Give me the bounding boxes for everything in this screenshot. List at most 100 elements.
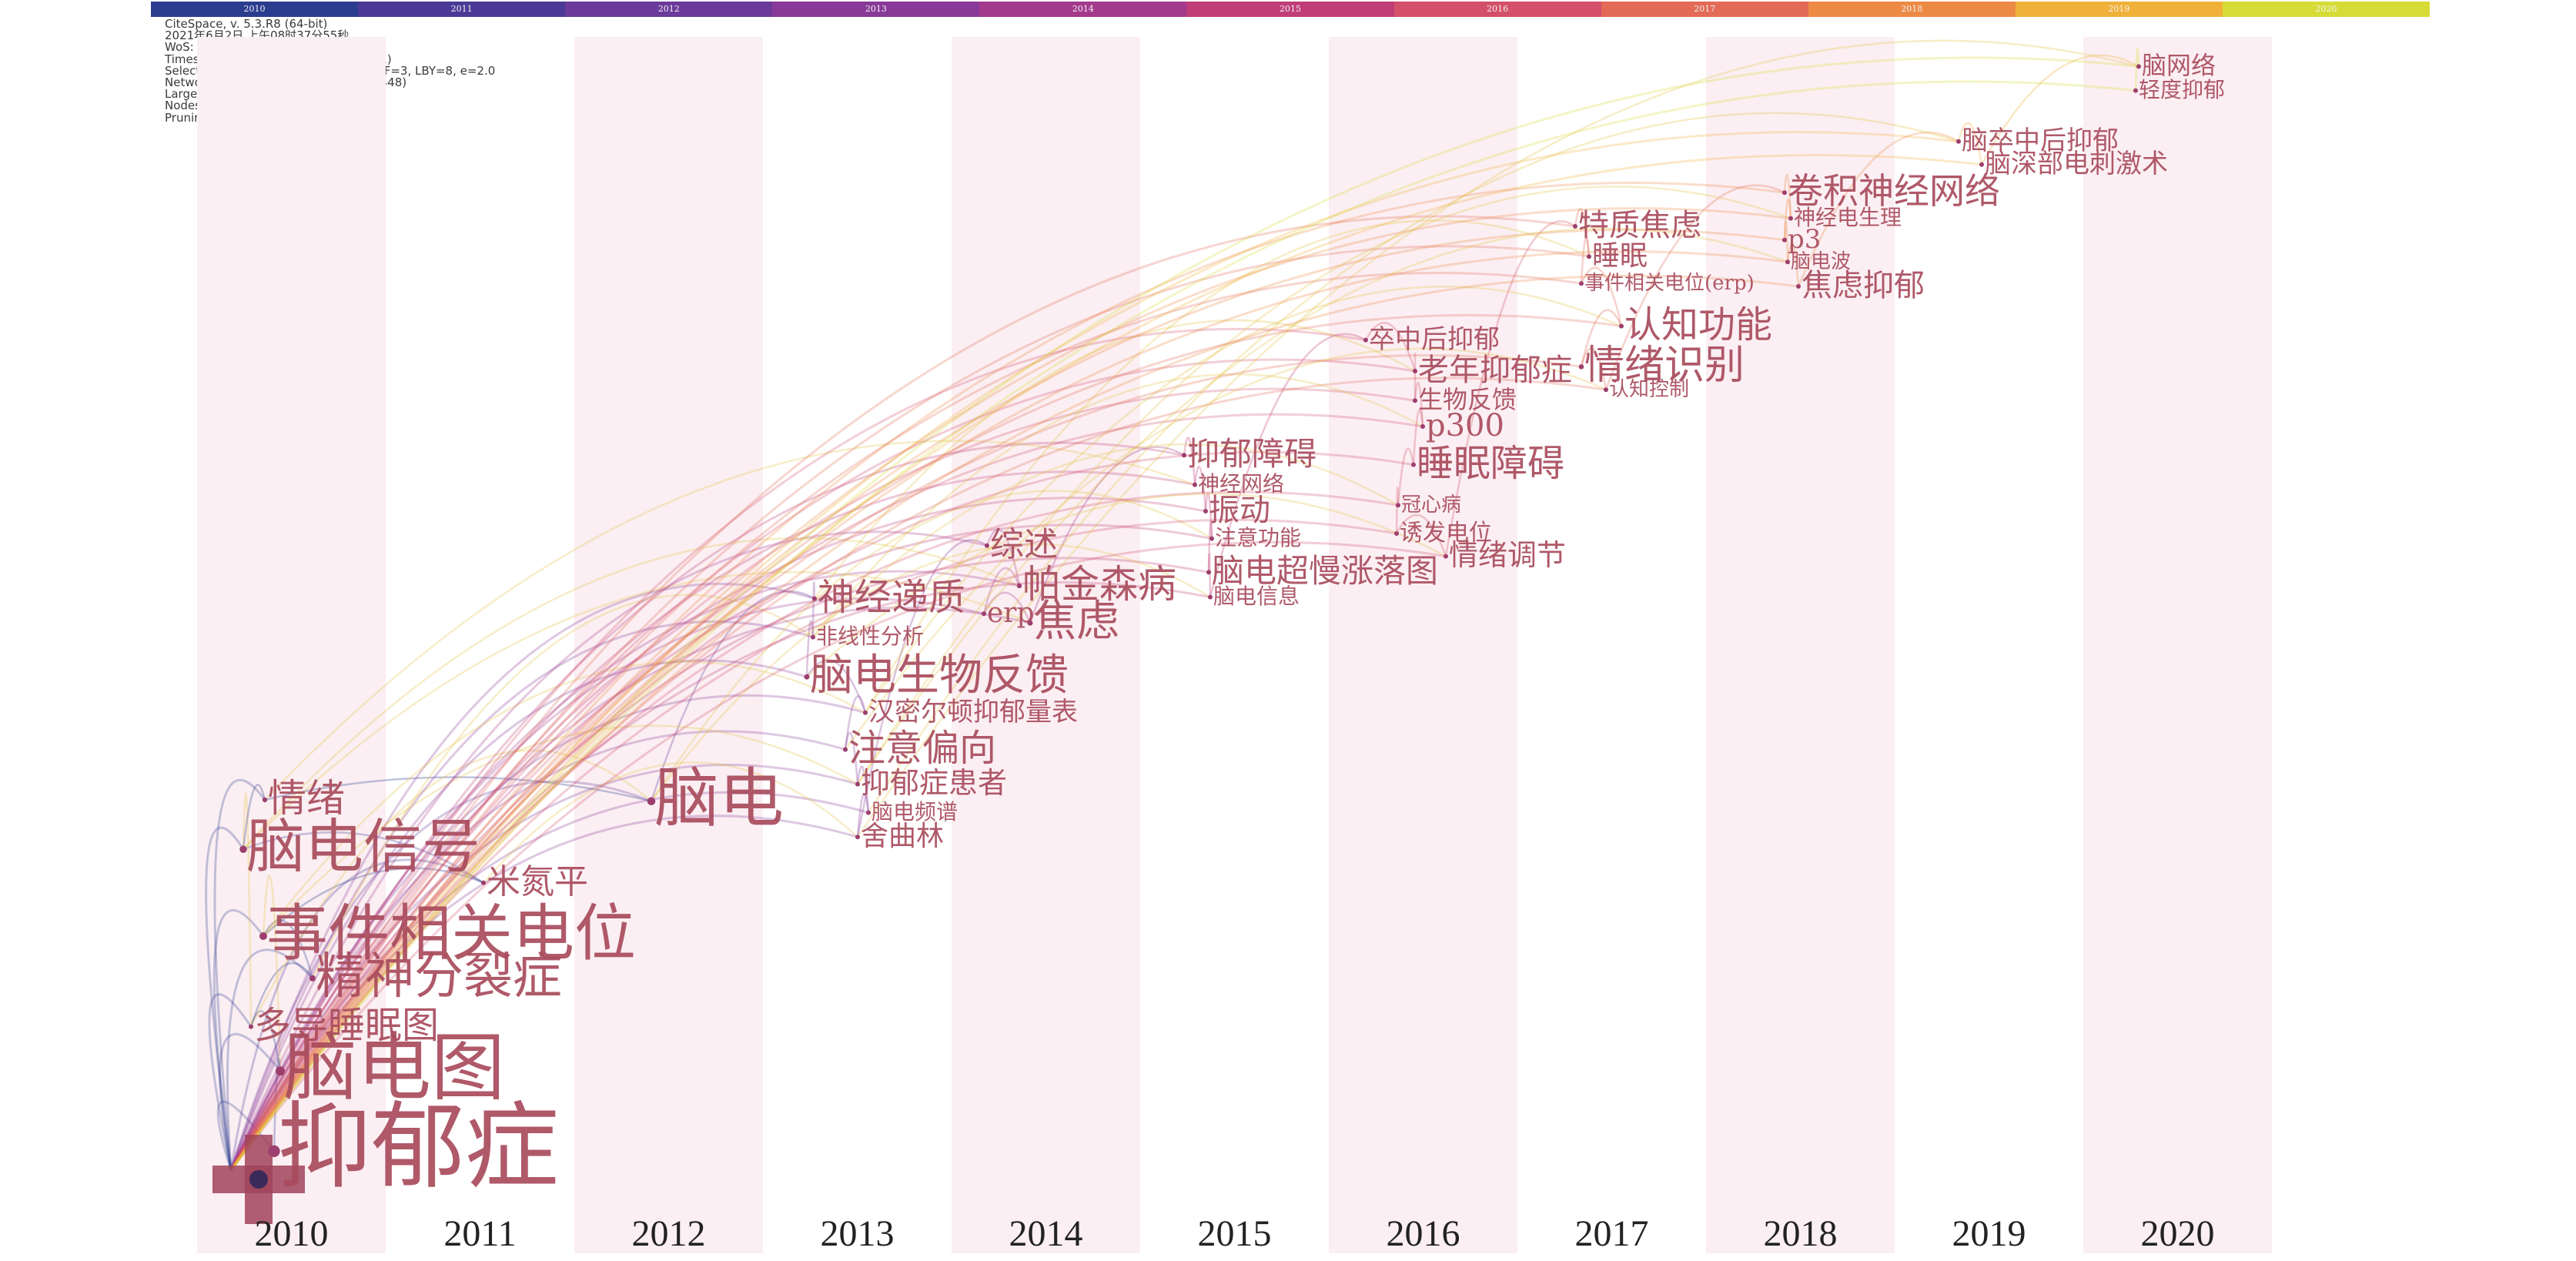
link-line (229, 327, 1367, 1171)
link-line (229, 313, 1622, 1171)
keyword-label: 焦虑 (1033, 597, 1119, 647)
year-band (952, 37, 1140, 1253)
link-line (229, 620, 814, 1171)
link-line (229, 490, 1399, 1171)
link-line (982, 567, 1021, 614)
link-line (249, 749, 652, 1028)
keyword-label: 情绪 (268, 776, 345, 821)
link-line (1412, 409, 1424, 465)
keyword-label: 神经电生理 (1794, 205, 1902, 230)
link-line (1797, 131, 1959, 287)
keyword-label: 事件相关电位 (266, 898, 636, 969)
link-line (856, 793, 870, 838)
link-line (229, 56, 2139, 1171)
link-line (229, 470, 1196, 1171)
keyword-node (249, 1024, 253, 1029)
link-line (243, 571, 1031, 851)
link-line (650, 590, 815, 802)
link-line (229, 207, 1791, 1171)
keyword-node (1573, 224, 1577, 229)
link-line (229, 730, 846, 1171)
keyword-node (1587, 254, 1591, 259)
link-line (856, 186, 1791, 785)
keyword-node (1363, 337, 1368, 343)
link-line (1183, 436, 1196, 485)
link-line (229, 272, 1582, 1171)
link-line (311, 594, 814, 979)
keyword-label: 脑深部电刺激术 (1985, 149, 2168, 179)
keyword-label: 抑郁症患者 (861, 766, 1007, 800)
link-line (208, 993, 253, 1171)
keyword-label: 脑电生物反馈 (810, 651, 1069, 701)
link-line (212, 909, 265, 1171)
keyword-label: 特质焦虑 (1578, 208, 1701, 243)
keyword-node (2136, 64, 2141, 69)
keyword-node (1208, 594, 1213, 600)
link-line (982, 591, 1032, 624)
link-line (229, 182, 1785, 1171)
keyword-node (1203, 509, 1208, 513)
link-line (844, 695, 867, 750)
keyword-label: 注意偏向 (848, 727, 996, 770)
color-bar-segment: 2013 (772, 2, 980, 17)
year-label: 2010 (255, 1213, 329, 1254)
year-label: 2017 (1575, 1213, 1649, 1254)
link-line (650, 543, 1211, 802)
keyword-label: 老年抑郁症 (1418, 353, 1572, 388)
link-line (805, 620, 815, 677)
link-line (229, 215, 1576, 1171)
year-label: 2012 (632, 1213, 706, 1254)
keyword-label: 认知功能 (1624, 303, 1772, 346)
color-bar-segment: 2016 (1393, 2, 1601, 17)
keyword-node (1782, 237, 1787, 242)
link-line (229, 441, 1185, 1171)
link-line (264, 440, 1196, 801)
keyword-label: p3 (1788, 224, 1821, 255)
link-line (856, 765, 870, 813)
keyword-label: 抑郁症 (277, 1092, 559, 1202)
keyword-label: 情绪调节 (1449, 538, 1566, 572)
color-bar-segment: 2018 (1808, 2, 2016, 17)
keyword-nodes (212, 64, 2141, 1224)
link-line (263, 661, 866, 937)
keyword-label: 卒中后抑郁 (1369, 324, 1500, 355)
link-line (229, 80, 2136, 1171)
info-line: CiteSpace, v. 5.3.R8 (64-bit) (165, 17, 328, 31)
link-line (2134, 47, 2140, 91)
keyword-label: 脑电信号 (246, 812, 480, 881)
keyword-label: 精神分裂症 (316, 948, 562, 1005)
keyword-node (855, 835, 860, 840)
link-line (1413, 381, 1424, 427)
link-line (1580, 309, 1623, 367)
keyword-node (1444, 554, 1448, 559)
year-label: 2011 (443, 1213, 516, 1254)
link-line (1207, 553, 1212, 597)
color-bar-segment: 2014 (979, 2, 1187, 17)
link-line (1444, 220, 1576, 557)
year-bands (197, 37, 2272, 1253)
year-axis: 2010 2011 2012 2013 2014 2015 2016 2017 2018 2019… (255, 1213, 2215, 1254)
link-line (856, 227, 1788, 785)
link-line (1580, 347, 1607, 390)
keyword-node (1193, 482, 1197, 487)
year-label: 2020 (2141, 1213, 2215, 1254)
color-bar-segment: 2019 (2015, 2, 2223, 17)
link-line (262, 875, 282, 1072)
link-line (1783, 199, 1792, 240)
link-line (229, 376, 1607, 1171)
link-line (229, 570, 1020, 1171)
keyword-node (1209, 536, 1214, 541)
link-line (864, 286, 1622, 714)
link-line (1207, 520, 1213, 573)
keyword-label: 多导睡眠图 (254, 1004, 439, 1047)
link-line (263, 867, 484, 937)
keyword-node (866, 810, 871, 815)
keyword-node (1413, 369, 1417, 373)
link-line (867, 112, 1959, 814)
keyword-label: 米氮平 (487, 862, 588, 901)
year-label: 2016 (1387, 1213, 1460, 1254)
link-line (1786, 242, 1800, 287)
keyword-node (1394, 531, 1399, 536)
year-band (574, 37, 763, 1253)
